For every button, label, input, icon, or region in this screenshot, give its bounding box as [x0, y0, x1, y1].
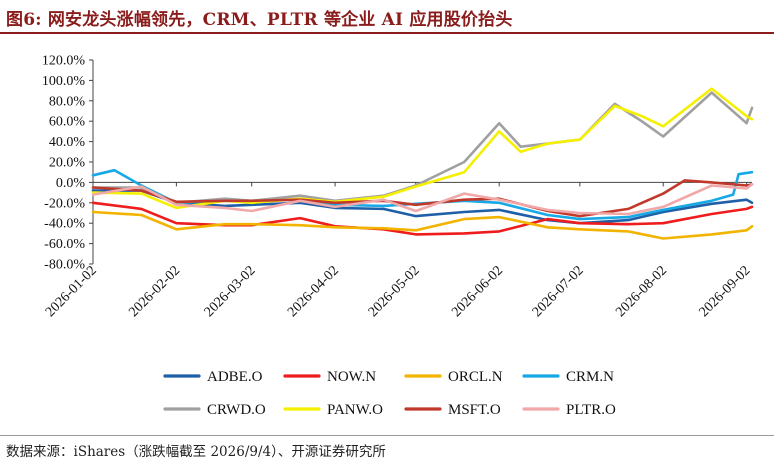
- x-tick-label: 2026-04-02: [285, 263, 342, 320]
- legend-label-msft-o: MSFT.O: [448, 402, 501, 418]
- x-tick-label: 2026-08-02: [613, 263, 670, 320]
- y-tick-label: 100.0%: [42, 74, 86, 89]
- chart-axes: 120.0% 100.0% 80.0% 60.0% 40.0% 20.0% 0.0% -20.…: [42, 54, 754, 321]
- x-tick-label: 2026-05-02: [366, 263, 423, 320]
- series-line-crwd-o: [91, 91, 754, 205]
- chart-series: [91, 87, 754, 240]
- y-tick-label: -80.0%: [44, 258, 85, 273]
- legend-label-panw-o: PANW.O: [327, 402, 383, 418]
- y-tick-label: 80.0%: [49, 94, 86, 109]
- x-tick-label: 2026-03-02: [202, 263, 259, 320]
- legend-label-orcl-n: ORCL.N: [448, 369, 503, 385]
- y-tick-label: -60.0%: [44, 237, 85, 252]
- y-tick-label: 60.0%: [49, 115, 86, 130]
- y-tick-label: -40.0%: [44, 217, 85, 232]
- legend-label-now-n: NOW.N: [327, 369, 376, 385]
- x-tick-label: 2026-07-02: [530, 263, 587, 320]
- x-tick-label: 2026-02-02: [126, 263, 183, 320]
- series-line-pltr-o: [91, 183, 754, 216]
- series-line-panw-o: [91, 87, 754, 210]
- series-line-orcl-n: [91, 210, 754, 240]
- y-tick-label: 0.0%: [56, 176, 86, 191]
- data-source-note: 数据来源：iShares（涨跌幅截至 2026/9/4）、开源证券研究所: [6, 444, 386, 460]
- legend-label-crm-n: CRM.N: [566, 369, 614, 385]
- title-bar: 图6: 网安龙头涨幅领先，CRM、PLTR 等企业 AI 应用股价抬头: [0, 0, 774, 34]
- figure-title: 图6: 网安龙头涨幅领先，CRM、PLTR 等企业 AI 应用股价抬头: [6, 10, 513, 30]
- y-tick-label: 20.0%: [49, 156, 86, 171]
- series-line-msft-o: [91, 179, 754, 218]
- chart-legend: ADBE.O NOW.N ORCL.N CRM.N CRWD.O PANW.O MSFT.O…: [163, 369, 616, 418]
- series-line-crm-n: [91, 168, 754, 221]
- legend-label-crwd-o: CRWD.O: [207, 402, 266, 418]
- y-tick-label: -20.0%: [44, 196, 85, 211]
- x-tick-label: 2026-06-02: [449, 263, 506, 320]
- y-tick-label: 120.0%: [42, 54, 86, 69]
- legend-label-pltr-o: PLTR.O: [566, 402, 616, 418]
- legend-label-adbe-o: ADBE.O: [207, 369, 263, 385]
- footer-divider: [0, 435, 774, 436]
- y-tick-label: 40.0%: [49, 135, 86, 150]
- x-tick-label: 2026-09-02: [697, 263, 754, 320]
- series-line-adbe-o: [91, 189, 754, 225]
- line-chart: 120.0% 100.0% 80.0% 60.0% 40.0% 20.0% 0.0% -20.…: [42, 54, 754, 419]
